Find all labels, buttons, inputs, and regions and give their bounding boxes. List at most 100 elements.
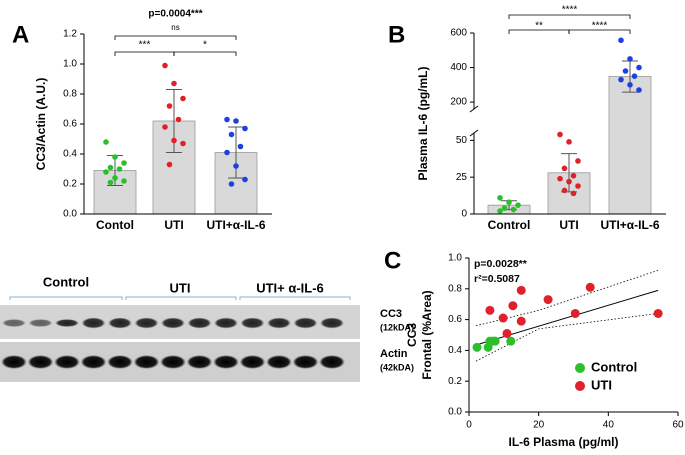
y-tick-label: 0.0 bbox=[63, 209, 77, 220]
sig-label: ** bbox=[535, 21, 543, 32]
data-point bbox=[497, 195, 503, 201]
data-point bbox=[233, 118, 239, 124]
band-label: Actin bbox=[380, 348, 408, 360]
x-tick-label: 60 bbox=[672, 420, 684, 431]
y-tick-label: 0.6 bbox=[63, 119, 77, 130]
data-point bbox=[498, 313, 508, 323]
data-point bbox=[508, 301, 518, 311]
x-tick-label: Contol bbox=[96, 218, 134, 232]
band-label: CC3 bbox=[380, 308, 402, 320]
blot-band bbox=[81, 317, 106, 329]
y-tick-label: 0.0 bbox=[448, 407, 462, 418]
data-point bbox=[515, 202, 521, 208]
blot-band bbox=[214, 317, 238, 329]
data-point bbox=[116, 166, 123, 172]
data-point bbox=[103, 139, 109, 145]
blot-band bbox=[108, 317, 132, 329]
data-point bbox=[510, 206, 517, 213]
data-point bbox=[618, 37, 624, 44]
blot-band bbox=[293, 317, 318, 329]
annotation: r²=0.5087 bbox=[474, 273, 520, 285]
data-point bbox=[636, 87, 642, 93]
data-point bbox=[575, 158, 581, 164]
data-point bbox=[561, 165, 568, 172]
blot-band bbox=[134, 317, 159, 329]
sig-label: p=0.0004*** bbox=[148, 9, 202, 20]
y-tick-label: 1.0 bbox=[448, 253, 462, 264]
x-tick-label: UTI+α-IL-6 bbox=[206, 218, 265, 232]
data-point bbox=[228, 181, 235, 187]
y-tick-label: 25 bbox=[456, 172, 468, 183]
data-point bbox=[228, 131, 235, 138]
blot-band bbox=[266, 355, 292, 369]
data-point bbox=[224, 149, 230, 156]
blot-band bbox=[54, 355, 80, 369]
blot-band bbox=[292, 355, 319, 369]
sig-bracket bbox=[508, 14, 631, 19]
data-point bbox=[107, 164, 114, 171]
x-tick-label: 0 bbox=[466, 420, 472, 431]
data-point bbox=[180, 95, 186, 102]
data-point bbox=[627, 82, 633, 88]
sig-label: **** bbox=[592, 21, 608, 32]
legend-marker bbox=[575, 381, 585, 391]
data-point bbox=[490, 336, 500, 346]
y-tick-label: 1.0 bbox=[63, 59, 77, 70]
blot-band bbox=[55, 319, 79, 327]
data-point bbox=[506, 199, 512, 206]
data-point bbox=[162, 62, 168, 69]
x-axis-label: IL-6 Plasma (pg/ml) bbox=[508, 435, 618, 449]
y-tick-label: 0.2 bbox=[63, 179, 77, 190]
data-point bbox=[502, 328, 512, 338]
blot-band bbox=[80, 355, 107, 369]
error-bar bbox=[228, 126, 244, 179]
data-point bbox=[162, 124, 168, 130]
data-point bbox=[506, 336, 516, 346]
sig-label: ns bbox=[171, 23, 179, 32]
blot-group: Control bbox=[43, 274, 89, 289]
panel-label: C bbox=[384, 247, 401, 274]
data-point bbox=[233, 163, 239, 169]
data-point bbox=[631, 73, 638, 79]
y-tick-label: 0.8 bbox=[63, 89, 77, 100]
blot-band bbox=[160, 355, 186, 369]
data-point bbox=[121, 178, 127, 184]
data-point bbox=[566, 139, 572, 145]
blot-group: UTI bbox=[170, 280, 191, 295]
data-point bbox=[166, 103, 173, 109]
data-point bbox=[171, 137, 177, 144]
blot-band bbox=[1, 355, 27, 369]
y-tick-label: 200 bbox=[450, 97, 467, 108]
x-tick-label: Control bbox=[488, 218, 531, 232]
data-point bbox=[543, 295, 553, 305]
data-point bbox=[485, 305, 495, 315]
data-point bbox=[653, 308, 663, 318]
bar bbox=[608, 76, 652, 215]
data-point bbox=[224, 116, 230, 123]
band-size: (42kDA) bbox=[380, 362, 414, 372]
data-point bbox=[242, 125, 248, 132]
data-point bbox=[237, 143, 244, 150]
data-point bbox=[618, 76, 624, 83]
sig-bracket bbox=[114, 51, 175, 56]
data-point bbox=[636, 64, 642, 71]
y-tick-label: 50 bbox=[456, 135, 468, 146]
data-point bbox=[472, 342, 482, 352]
data-point bbox=[112, 175, 118, 181]
data-point bbox=[627, 56, 633, 62]
y-tick-label: 0.2 bbox=[448, 376, 462, 387]
blot-band bbox=[27, 355, 54, 369]
y-axis-label: CC3/Actin (A.U.) bbox=[34, 78, 48, 171]
data-point bbox=[121, 160, 127, 166]
data-point bbox=[180, 140, 186, 147]
data-point bbox=[557, 131, 563, 138]
panel-label: A bbox=[12, 21, 29, 48]
y-tick-label: 0.8 bbox=[448, 283, 462, 294]
data-point bbox=[242, 176, 248, 183]
y-axis-label: Frontal (%Area) bbox=[420, 290, 434, 379]
band-size: (12kDA) bbox=[380, 322, 414, 332]
y-tick-label: 1.2 bbox=[63, 29, 77, 40]
y-tick-label: 0.4 bbox=[63, 149, 77, 160]
y-axis-label: Plasma IL-6 (pg/mL) bbox=[416, 66, 430, 180]
blot-band bbox=[2, 319, 26, 327]
